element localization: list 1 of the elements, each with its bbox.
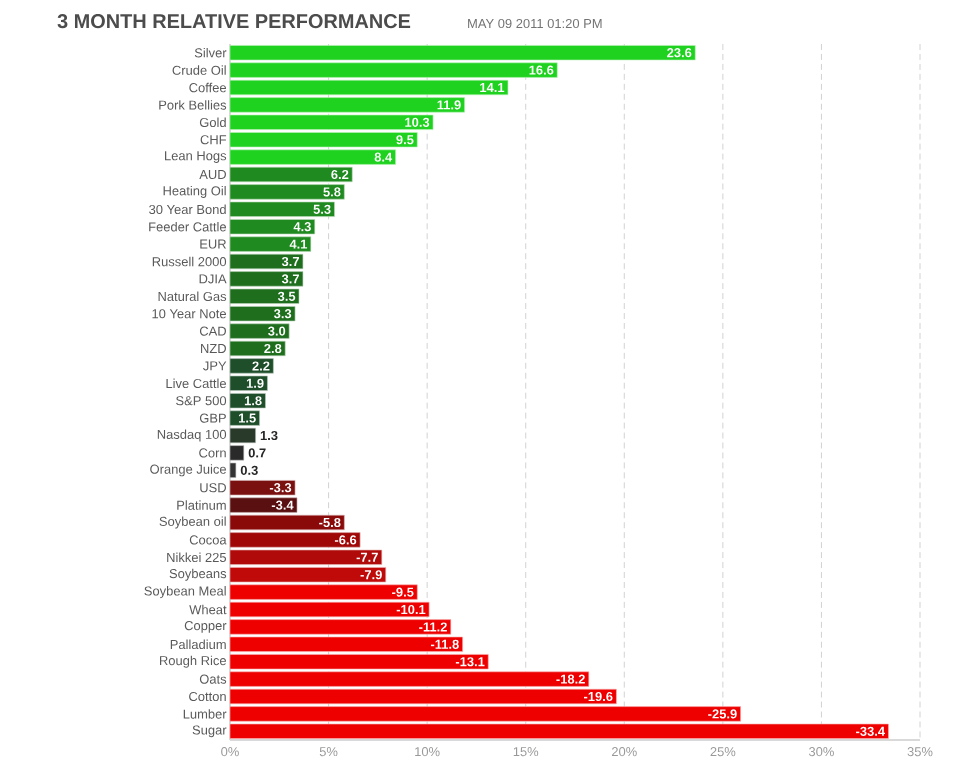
chart-title: 3 MONTH RELATIVE PERFORMANCE (57, 14, 411, 29)
